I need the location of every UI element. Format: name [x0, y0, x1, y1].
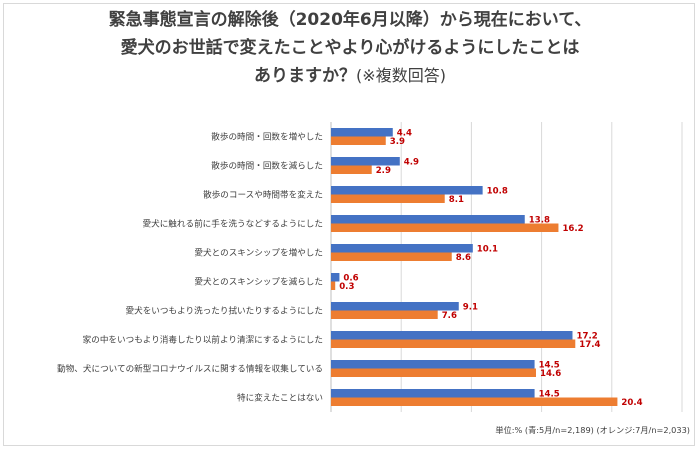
data-label-july: 7.6	[442, 311, 457, 321]
title-line-2: 愛犬のお世話で変えたことやより心がけるようにしたことは	[120, 38, 580, 58]
data-label-may: 9.1	[463, 303, 478, 313]
bar-july	[331, 368, 536, 377]
bar-july	[331, 339, 576, 348]
category-label: 散歩のコースや時間帯を変えた	[203, 189, 323, 201]
category-label: 愛犬をいつもより洗ったり拭いたりするようにした	[126, 305, 324, 317]
bar-may	[331, 389, 535, 398]
category-label: 家の中をいつもより消毒したり以前より清潔にするようにした	[83, 334, 323, 346]
data-label-july: 8.6	[456, 253, 471, 263]
data-label-july: 2.9	[376, 166, 391, 176]
bar-may	[331, 215, 525, 224]
data-label-may: 0.6	[343, 274, 358, 284]
bar-may	[331, 128, 393, 137]
data-label-may: 10.8	[487, 187, 508, 197]
data-label-july: 14.6	[540, 369, 561, 379]
bar-may	[331, 331, 573, 340]
category-label: 特に変えたことはない	[237, 392, 323, 404]
bar-may	[331, 186, 483, 195]
category-label: 愛犬とのスキンシップを減らした	[194, 276, 323, 288]
data-label-may: 17.2	[576, 332, 597, 342]
data-label-may: 10.1	[477, 245, 498, 255]
category-label: 散歩の時間・回数を増やした	[211, 131, 323, 143]
chart-frame	[3, 3, 695, 446]
data-label-july: 17.4	[579, 340, 600, 350]
bar-may	[331, 302, 459, 311]
chart-title: 緊急事態宣言の解除後（2020年6月以降）から現在において、 愛犬のお世話で変え…	[0, 6, 700, 90]
bar-july	[331, 223, 559, 232]
data-label-july: 16.2	[562, 224, 583, 234]
bar-july	[331, 252, 452, 261]
title-line-3-main: ありますか？	[254, 66, 357, 86]
bar-july	[331, 194, 445, 203]
bar-july	[331, 136, 386, 145]
category-label: 散歩の時間・回数を減らした	[211, 160, 323, 172]
unit-note: 単位:% (青:5月/n=2,189) (オレンジ:7月/n=2,033)	[495, 425, 690, 435]
data-label-may: 4.9	[404, 158, 419, 168]
category-label: 愛犬とのスキンシップを増やした	[194, 247, 323, 259]
data-label-july: 20.4	[621, 398, 642, 408]
bar-july	[331, 281, 336, 290]
bar-may	[331, 360, 535, 369]
title-line-3: ありますか？(※複数回答)	[0, 62, 700, 90]
data-label-july: 8.1	[449, 195, 464, 205]
bar-july	[331, 165, 372, 174]
category-label: 愛犬に触れる前に手を洗うなどするようにした	[143, 218, 323, 230]
data-label-may: 4.4	[397, 129, 412, 139]
data-label-july: 3.9	[390, 137, 405, 147]
bar-july	[331, 310, 438, 319]
data-label-may: 14.5	[539, 361, 560, 371]
bar-may	[331, 273, 340, 282]
data-label-may: 14.5	[539, 390, 560, 400]
title-line-1: 緊急事態宣言の解除後（2020年6月以降）から現在において、	[108, 10, 592, 30]
category-label: 動物、犬についての新型コロナウイルスに関する情報を収集している	[57, 363, 323, 375]
data-label-july: 0.3	[339, 282, 354, 292]
bar-july	[331, 397, 618, 406]
bar-may	[331, 244, 473, 253]
title-line-3-sub: (※複数回答)	[356, 66, 446, 85]
data-label-may: 13.8	[529, 216, 550, 226]
bar-may	[331, 157, 400, 166]
